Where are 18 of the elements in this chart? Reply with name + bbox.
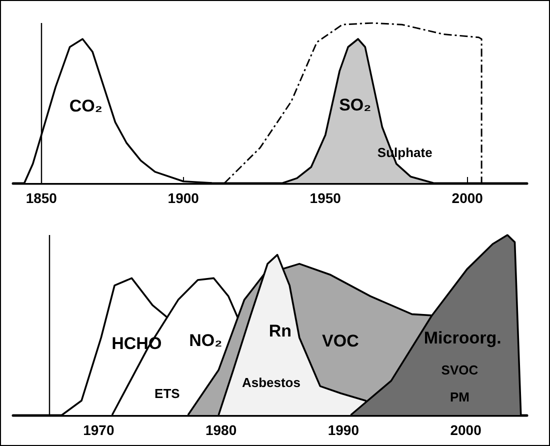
x-tick-label: 1950 <box>310 190 342 206</box>
x-tick-label: 1850 <box>26 190 58 206</box>
annotation: SVOC <box>441 362 479 378</box>
x-tick-label: 2000 <box>452 190 484 206</box>
series-label: VOC <box>322 331 359 350</box>
series-label: Microorg. <box>424 328 502 348</box>
x-tick-label: 1970 <box>83 422 114 438</box>
x-tick-label: 1980 <box>205 422 237 438</box>
x-tick-label: 1990 <box>328 422 360 438</box>
x-tick-label: 2000 <box>450 422 482 438</box>
series-label: CO₂ <box>69 96 102 116</box>
x-tick-label: 1900 <box>168 190 200 206</box>
annotation: ETS <box>154 386 180 401</box>
annotation: Asbestos <box>242 375 300 390</box>
series-label: SO₂ <box>339 96 372 115</box>
series-label: NO₂ <box>189 330 222 350</box>
series-label: Rn <box>268 321 292 340</box>
annotation: PM <box>450 390 470 404</box>
